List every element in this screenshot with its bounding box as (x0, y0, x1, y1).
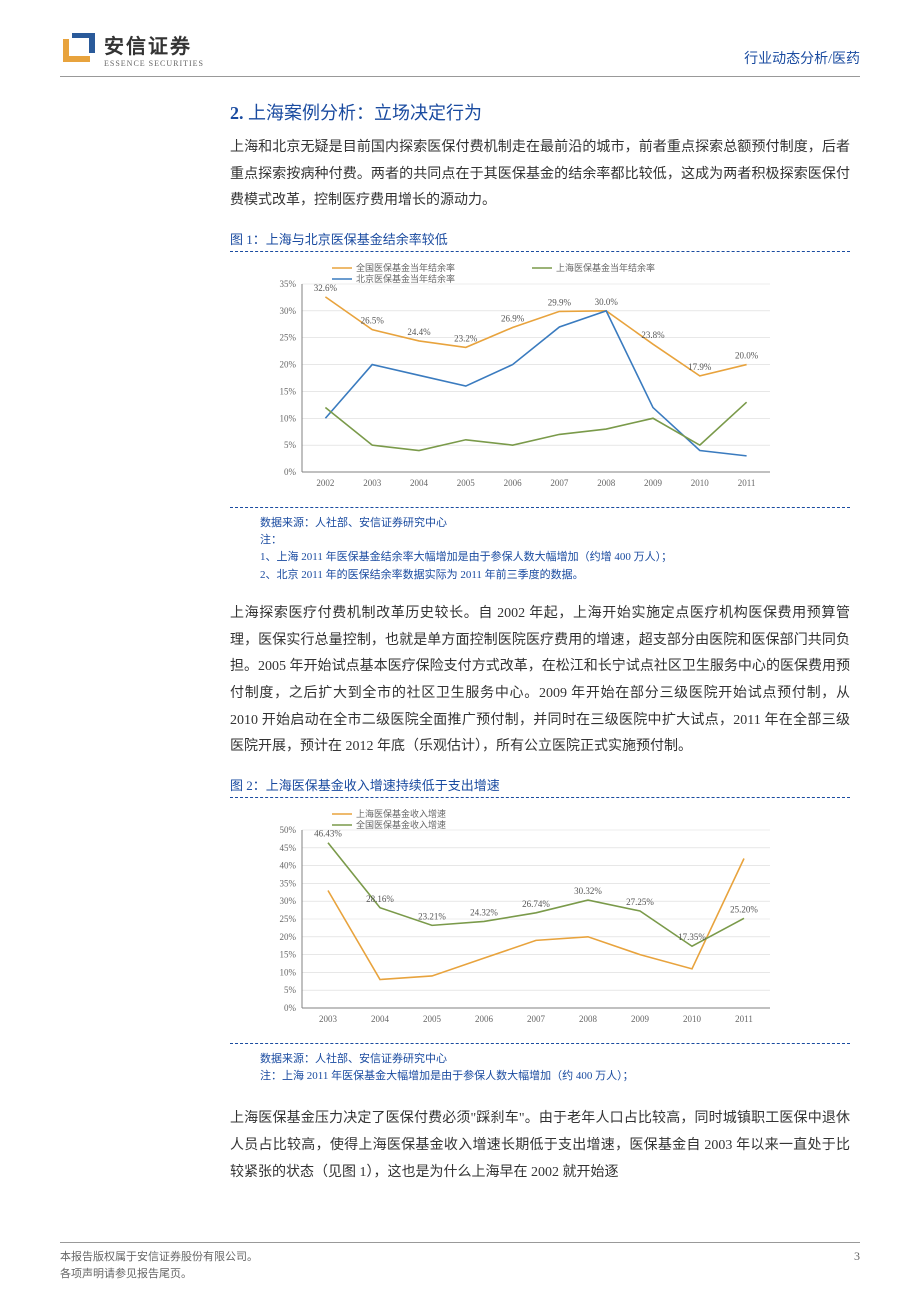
fig2-caption: 图 2：上海医保基金收入增速持续低于支出增速 (230, 775, 850, 794)
fig1-rule-top (230, 251, 850, 252)
fig2-note1: 注：上海 2011 年医保基金大幅增加是由于参保人数大幅增加（约 400 万人）… (260, 1068, 850, 1085)
fig1-rule-bottom (230, 507, 850, 508)
paragraph-3: 上海医保基金压力决定了医保付费必须"踩刹车"。由于老年人口占比较高，同时城镇职工… (230, 1106, 850, 1186)
fig2-rule-top (230, 797, 850, 798)
svg-text:23.21%: 23.21% (418, 911, 446, 921)
svg-text:45%: 45% (280, 843, 297, 853)
section-title: 2. 上海案例分析：立场决定行为 (230, 99, 850, 125)
fig1-source: 数据来源：人社部、安信证券研究中心 (260, 514, 850, 530)
svg-text:24.32%: 24.32% (470, 907, 498, 917)
svg-text:2005: 2005 (423, 1014, 442, 1024)
svg-text:32.6%: 32.6% (314, 283, 338, 293)
fig1-chart: 0% 5% 10% 15% 20% 25% 30% 35% 2002 2003 2004 2005 20… (260, 258, 850, 503)
page: 安信证券 ESSENCE SECURITIES 行业动态分析/医药 2. 上海案… (0, 0, 920, 1302)
svg-text:20%: 20% (280, 932, 297, 942)
svg-text:2003: 2003 (363, 478, 382, 488)
svg-text:23.2%: 23.2% (454, 333, 478, 343)
svg-text:26.9%: 26.9% (501, 313, 525, 323)
logo-en: ESSENCE SECURITIES (104, 59, 204, 68)
svg-text:26.74%: 26.74% (522, 899, 550, 909)
svg-text:17.9%: 17.9% (688, 362, 712, 372)
svg-text:2011: 2011 (735, 1014, 753, 1024)
svg-text:25%: 25% (280, 332, 297, 342)
svg-text:25%: 25% (280, 914, 297, 924)
paragraph-2: 上海探索医疗付费机制改革历史较长。自 2002 年起，上海开始实施定点医疗机构医… (230, 601, 850, 761)
svg-text:28.16%: 28.16% (366, 894, 394, 904)
svg-text:35%: 35% (280, 279, 297, 289)
svg-text:2008: 2008 (597, 478, 616, 488)
svg-text:上海医保基金收入增速: 上海医保基金收入增速 (356, 808, 446, 819)
svg-text:15%: 15% (280, 949, 297, 959)
svg-text:40%: 40% (280, 860, 297, 870)
section-number: 2. (230, 103, 244, 123)
footer-line1: 本报告版权属于安信证券股份有限公司。 (60, 1249, 258, 1266)
svg-text:2010: 2010 (683, 1014, 702, 1024)
svg-text:30.32%: 30.32% (574, 886, 602, 896)
svg-text:29.9%: 29.9% (548, 297, 572, 307)
svg-text:17.35%: 17.35% (678, 932, 706, 942)
svg-text:24.4%: 24.4% (407, 327, 431, 337)
svg-text:10%: 10% (280, 413, 297, 423)
svg-text:46.43%: 46.43% (314, 829, 342, 839)
svg-text:25.20%: 25.20% (730, 904, 758, 914)
fig2-rule-bottom (230, 1043, 850, 1044)
svg-text:10%: 10% (280, 967, 297, 977)
header-category: 行业动态分析/医药 (744, 48, 860, 68)
svg-text:2004: 2004 (371, 1014, 390, 1024)
svg-text:2009: 2009 (644, 478, 663, 488)
paragraph-1: 上海和北京无疑是目前国内探索医保付费机制走在最前沿的城市，前者重点探索总额预付制… (230, 135, 850, 215)
footer-line2: 各项声明请参见报告尾页。 (60, 1266, 258, 1283)
fig1-note2: 2、北京 2011 年的医保结余率数据实际为 2011 年前三季度的数据。 (260, 567, 850, 584)
svg-text:0%: 0% (284, 467, 297, 477)
svg-text:2011: 2011 (738, 478, 756, 488)
svg-text:30.0%: 30.0% (595, 297, 619, 307)
fig1-note-label: 注： (260, 532, 850, 549)
logo-mark-icon (60, 33, 96, 65)
svg-text:2007: 2007 (527, 1014, 546, 1024)
svg-text:2009: 2009 (631, 1014, 650, 1024)
svg-text:全国医保基金当年结余率: 全国医保基金当年结余率 (356, 262, 455, 273)
logo-text: 安信证券 ESSENCE SECURITIES (104, 30, 204, 68)
logo-cn: 安信证券 (104, 30, 204, 59)
content-column: 2. 上海案例分析：立场决定行为 上海和北京无疑是目前国内探索医保付费机制走在最… (230, 99, 850, 1186)
svg-text:26.5%: 26.5% (361, 315, 385, 325)
svg-text:5%: 5% (284, 440, 297, 450)
svg-text:2002: 2002 (316, 478, 334, 488)
svg-text:2004: 2004 (410, 478, 429, 488)
section-title-text: 上海案例分析：立场决定行为 (248, 103, 482, 123)
svg-text:30%: 30% (280, 896, 297, 906)
svg-text:20%: 20% (280, 359, 297, 369)
svg-text:0%: 0% (284, 1003, 297, 1013)
svg-text:35%: 35% (280, 878, 297, 888)
fig2-source: 数据来源：人社部、安信证券研究中心 (260, 1050, 850, 1066)
svg-text:上海医保基金当年结余率: 上海医保基金当年结余率 (556, 262, 655, 273)
svg-text:全国医保基金收入增速: 全国医保基金收入增速 (356, 819, 446, 830)
fig1-caption: 图 1：上海与北京医保基金结余率较低 (230, 229, 850, 248)
svg-text:20.0%: 20.0% (735, 350, 759, 360)
fig2-chart: 0% 5% 10% 15% 20% 25% 30% 35% 40% 45% 50% 2003 2004 2… (260, 804, 850, 1039)
svg-text:2006: 2006 (475, 1014, 494, 1024)
page-number: 3 (854, 1249, 860, 1282)
logo: 安信证券 ESSENCE SECURITIES (60, 30, 204, 68)
svg-text:2007: 2007 (550, 478, 569, 488)
svg-text:2005: 2005 (457, 478, 476, 488)
svg-text:2010: 2010 (691, 478, 710, 488)
svg-text:15%: 15% (280, 386, 297, 396)
svg-text:50%: 50% (280, 825, 297, 835)
svg-text:30%: 30% (280, 306, 297, 316)
svg-text:2006: 2006 (504, 478, 522, 488)
svg-text:23.8%: 23.8% (641, 330, 665, 340)
svg-text:5%: 5% (284, 985, 297, 995)
page-footer: 本报告版权属于安信证券股份有限公司。 各项声明请参见报告尾页。 3 (60, 1242, 860, 1282)
footer-left: 本报告版权属于安信证券股份有限公司。 各项声明请参见报告尾页。 (60, 1249, 258, 1282)
svg-text:北京医保基金当年结余率: 北京医保基金当年结余率 (356, 273, 455, 284)
fig1-note1: 1、上海 2011 年医保基金结余率大幅增加是由于参保人数大幅增加（约增 400… (260, 549, 850, 566)
svg-text:2003: 2003 (319, 1014, 338, 1024)
page-header: 安信证券 ESSENCE SECURITIES 行业动态分析/医药 (60, 30, 860, 77)
svg-text:27.25%: 27.25% (626, 897, 654, 907)
svg-text:2008: 2008 (579, 1014, 598, 1024)
